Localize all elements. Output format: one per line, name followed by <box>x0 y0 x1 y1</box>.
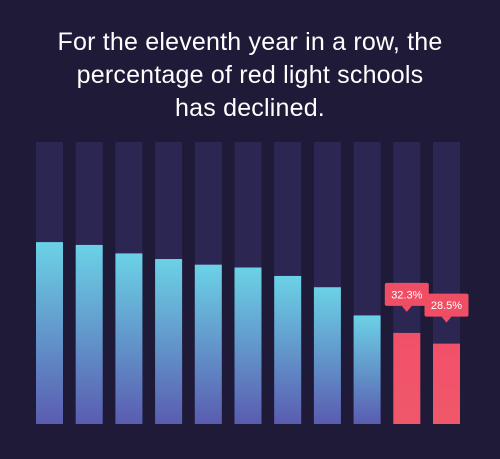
bar <box>194 264 222 424</box>
title-line: percentage of red light schools <box>76 61 424 89</box>
bar <box>75 244 103 424</box>
data-label-pointer <box>401 305 412 312</box>
bar <box>313 287 341 424</box>
title-line: For the eleventh year in a row, the <box>57 28 443 56</box>
bar <box>274 275 302 424</box>
data-label-bubble <box>384 282 429 306</box>
highlighted-bar <box>393 332 421 424</box>
data-label: 32.3% <box>384 282 429 312</box>
bar <box>234 267 262 424</box>
data-label-text: 32.3% <box>391 289 422 301</box>
title-line: has declined. <box>175 94 325 122</box>
bar <box>36 242 63 424</box>
data-label: 28.5% <box>424 293 469 323</box>
bar <box>353 315 381 424</box>
data-label-bubble <box>424 293 469 317</box>
bar <box>155 259 183 424</box>
data-label-pointer <box>441 316 452 323</box>
bar <box>115 253 143 424</box>
highlighted-bar <box>433 343 460 424</box>
data-label-text: 28.5% <box>431 300 462 312</box>
chart-title: For the eleventh year in a row, the perc… <box>0 26 500 125</box>
